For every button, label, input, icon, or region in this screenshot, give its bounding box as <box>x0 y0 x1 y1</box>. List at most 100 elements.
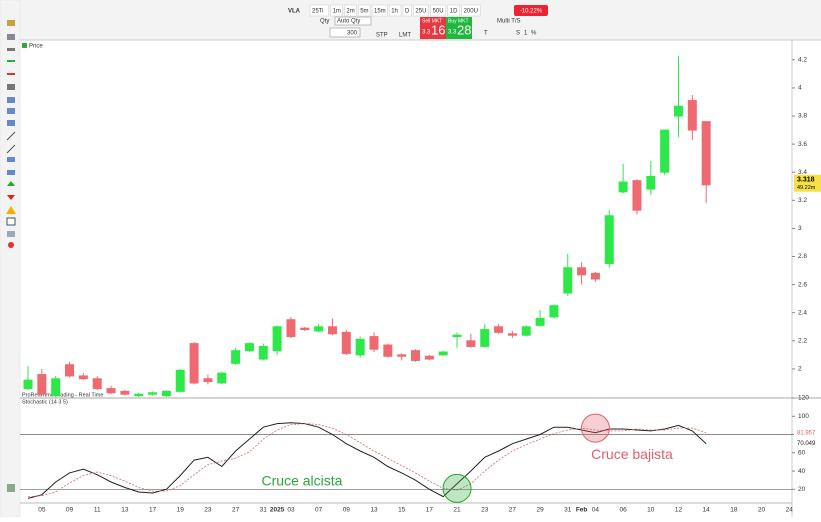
timeframe-button[interactable] <box>461 4 481 17</box>
one-option[interactable]: 1 <box>524 31 528 37</box>
stochastic-title: Stochastic (14 3 5) <box>22 399 68 405</box>
stp[interactable]: STP <box>376 33 388 39</box>
x-tick-label: 2025 <box>270 507 285 514</box>
qty[interactable]: 300 <box>347 31 358 37</box>
tool-icon[interactable] <box>7 108 15 114</box>
timeframe[interactable]: 1m <box>333 9 341 15</box>
tool-icon[interactable] <box>7 170 15 175</box>
tool-icon[interactable] <box>7 157 15 162</box>
lmt[interactable]: LMT <box>399 33 411 39</box>
buy-price[interactable]: 28 <box>457 22 471 37</box>
candle-body <box>424 355 434 360</box>
tool-icon[interactable] <box>7 84 15 90</box>
timeframe[interactable]: 50U <box>433 9 444 15</box>
left-toolbar <box>0 0 21 518</box>
tool-icon[interactable] <box>6 217 16 226</box>
tool-icon[interactable] <box>6 206 16 214</box>
tool-icon[interactable] <box>7 60 15 62</box>
tool-icon[interactable] <box>7 34 15 40</box>
tool-icons <box>6 20 16 492</box>
candle-body <box>51 378 61 397</box>
tool-icon[interactable] <box>7 120 15 126</box>
qty-input[interactable] <box>329 27 361 38</box>
tool-icon[interactable] <box>6 131 16 141</box>
sell-button[interactable] <box>420 17 446 39</box>
timeframe[interactable]: 1h <box>391 9 398 15</box>
y-tick-label: 100 <box>798 413 809 420</box>
tool-icon[interactable] <box>7 20 15 26</box>
candle-body <box>701 121 711 186</box>
multi-ts[interactable]: Multi T/S <box>497 19 521 25</box>
tool-icon[interactable] <box>7 195 15 200</box>
candle-body <box>217 372 227 384</box>
sell-label[interactable]: Sell MKT <box>422 18 442 24</box>
crossover-circle <box>580 413 610 443</box>
sell-big[interactable]: 3.3 <box>422 30 431 36</box>
buy-label[interactable]: Buy MKT <box>448 18 469 24</box>
candle-body <box>549 305 559 318</box>
s-option[interactable]: S <box>516 31 520 37</box>
tool-icon[interactable] <box>7 484 15 492</box>
candle-body <box>134 393 144 397</box>
candle-body <box>383 344 393 357</box>
timeframe[interactable]: 1D <box>450 9 458 15</box>
candle-body <box>161 390 171 397</box>
t-option[interactable]: T <box>484 31 488 37</box>
series-line <box>27 422 707 499</box>
timeframe-button[interactable] <box>344 4 357 17</box>
candle-body <box>646 175 656 190</box>
buy-big[interactable]: 3.3 <box>448 30 457 36</box>
tool-icon[interactable] <box>7 181 15 186</box>
timeframe[interactable]: 25U <box>415 9 426 15</box>
x-tick-label: 21 <box>453 507 461 514</box>
timeframe-button[interactable] <box>388 4 402 17</box>
timeframe-button[interactable] <box>402 4 412 17</box>
tool-icon[interactable] <box>7 97 15 103</box>
timeframe-button[interactable] <box>430 4 447 17</box>
panel-label: Price <box>29 44 43 50</box>
timeframe[interactable]: D <box>405 9 410 15</box>
annotation: Cruce alcista <box>262 473 343 489</box>
symbol[interactable]: VLA <box>288 9 301 15</box>
crossover-circle <box>442 473 472 503</box>
auto-qty[interactable]: Auto Qty <box>337 19 360 25</box>
timeframe-button[interactable] <box>357 4 371 17</box>
timeframe[interactable]: 200U <box>464 9 478 15</box>
y-tick-label: 3.6 <box>798 141 807 148</box>
timeframe-button[interactable] <box>309 4 329 17</box>
auto-qty-box[interactable] <box>334 16 372 26</box>
candle-body <box>411 350 421 361</box>
sell-price[interactable]: 16 <box>431 22 445 37</box>
x-tick-label: 07 <box>315 507 323 514</box>
last-value-badge <box>794 428 821 437</box>
candle-body <box>106 388 116 394</box>
timeframe-button[interactable] <box>330 4 343 17</box>
tool-icon[interactable] <box>7 48 15 51</box>
candle-body <box>272 326 282 352</box>
tool-icon[interactable] <box>8 242 14 248</box>
y-tick-label: 4.2 <box>798 57 807 64</box>
tool-icon[interactable] <box>6 144 16 154</box>
candle-body <box>231 350 241 364</box>
x-tick-label: 17 <box>149 507 157 514</box>
candle-body <box>466 340 476 347</box>
timeframe[interactable]: 2m <box>346 9 354 15</box>
toolbar: VLA 25Ti 1m 2m 5m 15m 1h D 25U 50U 1D 200U -10.22%… <box>288 4 548 39</box>
x-tick-label: 13 <box>121 507 129 514</box>
timeframe-button[interactable] <box>371 4 388 17</box>
y-tick-label: 2.2 <box>798 338 807 345</box>
tool-icon[interactable] <box>7 73 15 75</box>
timeframe[interactable]: 5m <box>360 9 368 15</box>
candle-body <box>37 374 47 395</box>
pct-option[interactable]: % <box>531 31 537 37</box>
timeframe-button[interactable] <box>413 4 429 17</box>
buy-button[interactable] <box>446 17 472 39</box>
candle-body <box>687 100 697 131</box>
tool-icon[interactable] <box>7 231 15 237</box>
timeframe-button[interactable] <box>447 4 460 17</box>
timeframe[interactable]: 25Ti <box>312 9 323 15</box>
candle-body <box>244 343 254 352</box>
timeframe[interactable]: 15m <box>374 9 386 15</box>
x-tick-label: 23 <box>481 507 489 514</box>
